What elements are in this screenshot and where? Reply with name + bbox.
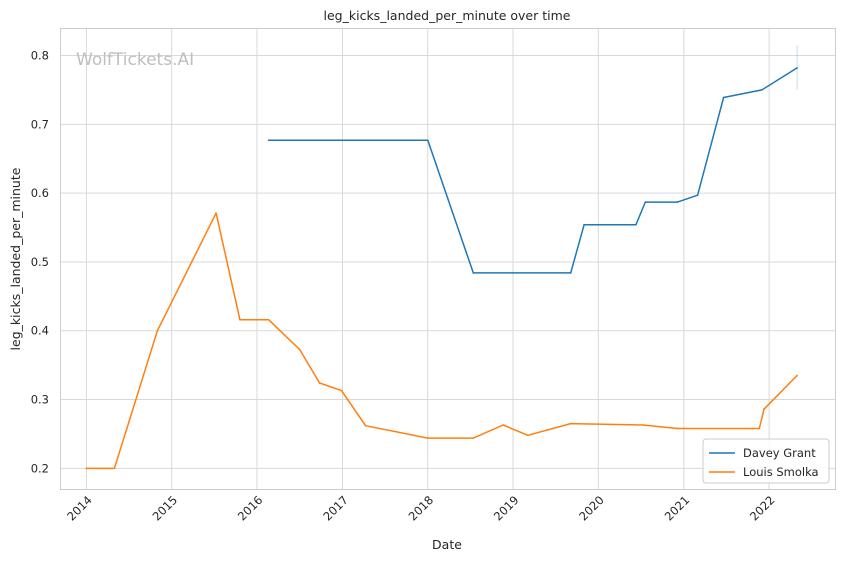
data-point-louis-smolka xyxy=(298,348,301,351)
data-point-louis-smolka xyxy=(85,467,88,470)
data-point-louis-smolka xyxy=(340,389,343,392)
x-tick-label: 2019 xyxy=(491,493,522,524)
x-tick-label: 2016 xyxy=(235,493,266,524)
data-point-davey-grant xyxy=(583,223,585,226)
legend-label-davey-grant: Davey Grant xyxy=(743,446,816,460)
data-point-davey-grant xyxy=(796,67,798,69)
data-point-louis-smolka xyxy=(763,408,765,410)
data-point-louis-smolka xyxy=(156,329,159,332)
series-line-louis-smolka xyxy=(86,212,798,470)
y-tick-label: 0.2 xyxy=(31,461,49,475)
data-point-louis-smolka xyxy=(676,427,679,430)
data-point-davey-grant xyxy=(635,223,637,226)
data-point-louis-smolka xyxy=(569,422,572,425)
data-point-davey-grant xyxy=(722,96,725,99)
legend-label-louis-smolka: Louis Smolka xyxy=(743,465,819,479)
data-point-davey-grant xyxy=(644,201,647,203)
y-axis-label: leg_kicks_landed_per_minute xyxy=(8,167,23,350)
data-point-louis-smolka xyxy=(472,437,475,439)
data-point-louis-smolka xyxy=(364,424,367,427)
plot-frame xyxy=(60,28,836,490)
y-tick-label: 0.8 xyxy=(31,49,49,63)
x-tick-label: 2020 xyxy=(576,493,607,524)
series-line-davey-grant xyxy=(268,67,798,274)
x-tick-label: 2014 xyxy=(64,493,95,524)
data-point-louis-smolka xyxy=(267,318,270,321)
data-point-davey-grant xyxy=(267,139,270,141)
grid-lines xyxy=(60,28,835,489)
data-point-louis-smolka xyxy=(758,427,761,430)
y-tick-label: 0.4 xyxy=(31,324,49,338)
data-point-davey-grant xyxy=(426,139,429,141)
data-point-louis-smolka xyxy=(239,318,241,321)
y-tick-label: 0.5 xyxy=(31,255,49,269)
data-point-louis-smolka xyxy=(318,382,321,384)
data-point-davey-grant xyxy=(761,89,763,91)
data-point-louis-smolka xyxy=(426,437,429,439)
y-tick-label: 0.6 xyxy=(31,186,49,200)
x-tick-label: 2017 xyxy=(320,493,351,524)
chart-title: leg_kicks_landed_per_minute over time xyxy=(324,8,571,23)
series-lines xyxy=(85,45,798,470)
x-tick-label: 2018 xyxy=(406,493,437,524)
y-tick-label: 0.7 xyxy=(31,117,49,131)
x-tick-label: 2021 xyxy=(662,493,693,524)
data-point-louis-smolka xyxy=(113,467,116,470)
x-axis-label: Date xyxy=(432,537,462,552)
x-tick-label: 2022 xyxy=(747,493,778,524)
data-point-louis-smolka xyxy=(215,212,217,214)
y-tick-label: 0.3 xyxy=(31,393,49,407)
x-tick-label: 2015 xyxy=(150,493,181,524)
watermark-text: WolfTickets.AI xyxy=(76,50,194,70)
data-point-davey-grant xyxy=(676,201,679,203)
data-point-davey-grant xyxy=(569,272,572,274)
data-point-louis-smolka xyxy=(642,424,644,426)
axis-ticks: 2014 2015 2016 2017 2018 2019 2020 2021 2022 0.2 0… xyxy=(31,49,778,524)
data-point-louis-smolka xyxy=(502,424,505,426)
data-point-louis-smolka xyxy=(526,434,529,437)
data-point-louis-smolka xyxy=(796,374,798,377)
data-point-davey-grant xyxy=(472,272,475,274)
legend: Davey Grant Louis Smolka xyxy=(702,438,830,484)
data-point-davey-grant xyxy=(696,194,699,196)
